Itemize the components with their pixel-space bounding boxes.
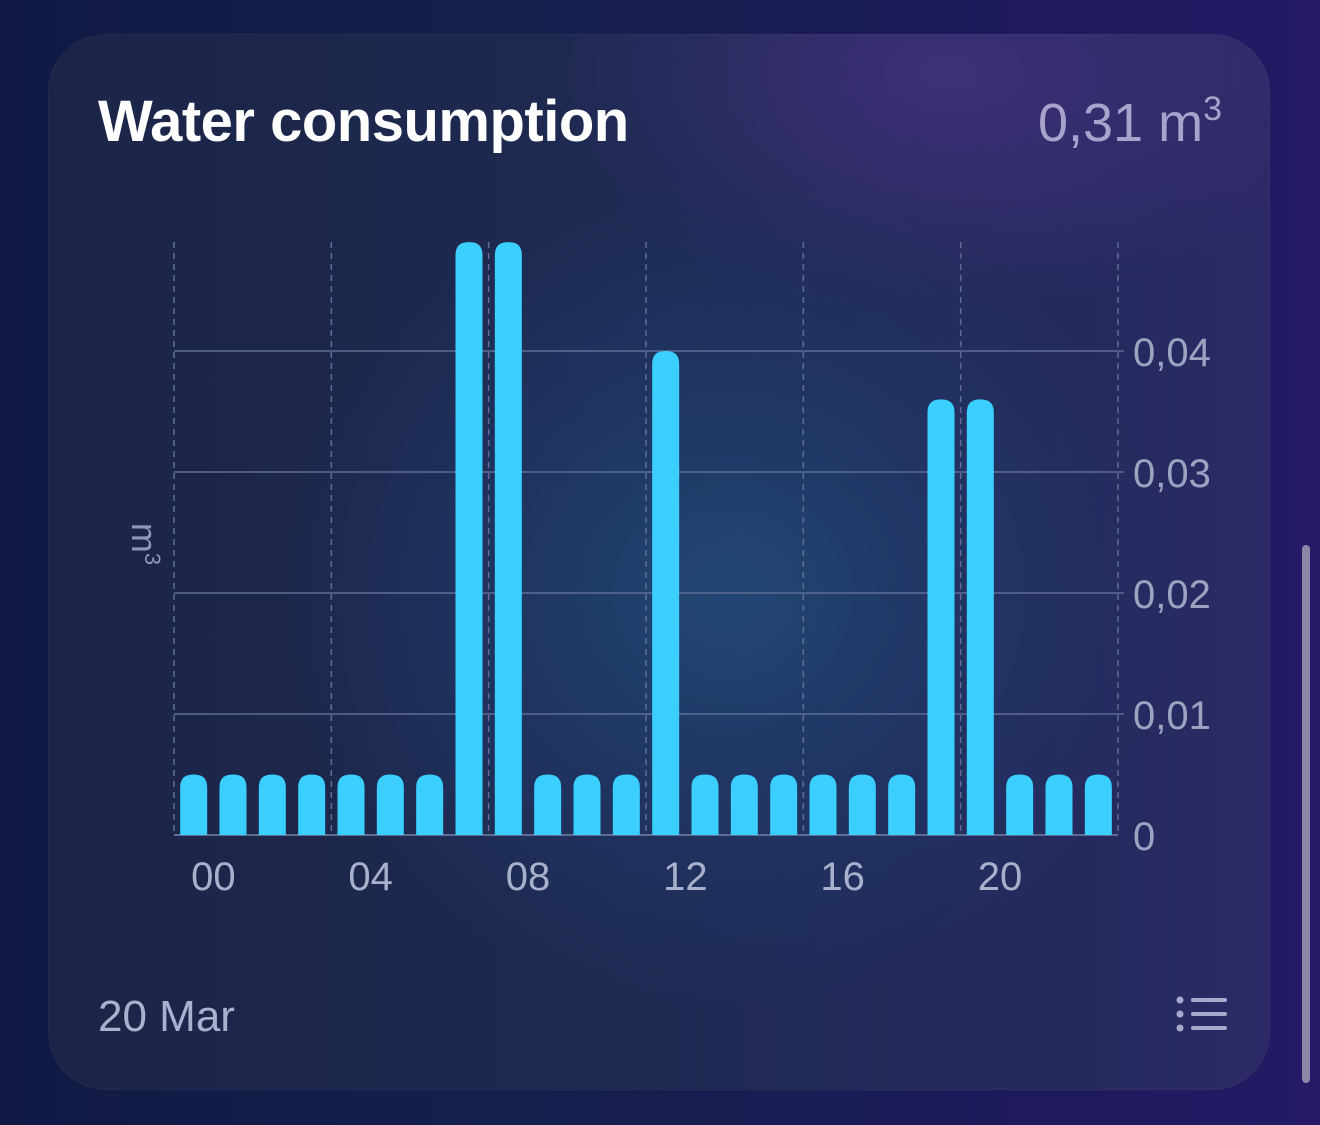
y-tick-label: 0,03 [1133,452,1211,496]
bar-hour-02[interactable] [258,774,286,836]
x-tick-label: 12 [663,855,708,899]
water-consumption-card: Water consumption 0,31 m3 m3 20 Mar [48,34,1270,1090]
bar-hour-14[interactable] [730,774,758,836]
total-consumption: 0,31 m3 [1037,90,1222,153]
bar-hour-12[interactable] [652,351,680,835]
bar-hour-16[interactable] [809,774,837,836]
bar-hour-04[interactable] [337,774,365,836]
y-tick-label: 0 [1133,815,1155,859]
bar-hour-10[interactable] [573,774,601,836]
bar-hour-07[interactable] [455,242,483,836]
bar-hour-19[interactable] [927,399,955,835]
x-tick-label: 08 [506,855,551,899]
bar-hour-18[interactable] [888,774,916,836]
bar-hour-13[interactable] [691,774,719,836]
bar-hour-08[interactable] [494,242,522,836]
bar-hour-06[interactable] [416,774,444,836]
list-icon[interactable] [1174,994,1230,1034]
bar-hour-05[interactable] [376,774,404,836]
scrollbar[interactable] [1302,545,1310,1083]
date-label: 20 Mar [98,992,235,1041]
x-tick-label: 20 [978,855,1023,899]
bar-hour-01[interactable] [219,774,247,836]
bar-hour-11[interactable] [612,774,640,836]
bar-hour-15[interactable] [770,774,798,836]
bar-hour-17[interactable] [848,774,876,836]
y-tick-label: 0,01 [1133,694,1211,738]
bar-hour-22[interactable] [1045,774,1073,836]
bar-hour-21[interactable] [1006,774,1034,836]
x-tick-label: 16 [820,855,865,899]
bar-hour-03[interactable] [298,774,326,836]
y-tick-label: 0,02 [1133,573,1211,617]
x-tick-label: 04 [348,855,393,899]
bar-hour-23[interactable] [1084,774,1112,836]
y-tick-label: 0,04 [1133,331,1211,375]
card-title: Water consumption [98,89,629,154]
bar-hour-00[interactable] [180,774,208,836]
x-tick-label: 00 [191,855,236,899]
bar-hour-20[interactable] [966,399,994,835]
bar-hour-09[interactable] [534,774,562,836]
